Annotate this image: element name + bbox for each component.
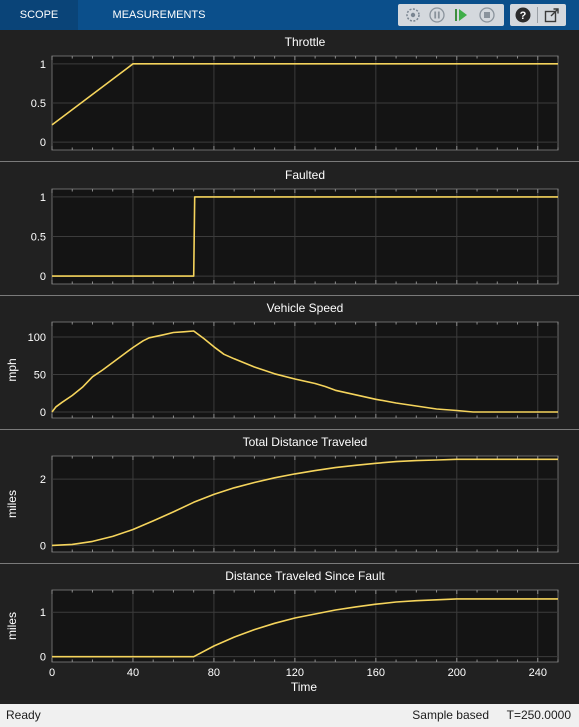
x-tick-label: 80 bbox=[208, 667, 220, 679]
x-tick-label: 240 bbox=[529, 667, 547, 679]
y-tick-label: 0.5 bbox=[31, 98, 46, 110]
plot-title: Distance Traveled Since Fault bbox=[225, 569, 385, 583]
help-controls: ? bbox=[510, 4, 566, 26]
y-axis-label: mph bbox=[5, 358, 19, 381]
scope-panel-1: 0 0.5 1 Faulted bbox=[0, 161, 579, 294]
scope-panel-3: 0 2 Total Distance Traveled miles bbox=[0, 429, 579, 562]
tab-measurements[interactable]: MEASUREMENTS bbox=[112, 9, 206, 21]
tab-scope[interactable]: SCOPE bbox=[0, 0, 78, 30]
y-axis-label: miles bbox=[5, 612, 19, 640]
scope-panel-0: 0 0.5 1 Throttle bbox=[0, 30, 579, 160]
plot-title: Vehicle Speed bbox=[267, 301, 344, 315]
status-ready: Ready bbox=[6, 708, 41, 722]
svg-text:?: ? bbox=[520, 10, 527, 22]
plot-title: Faulted bbox=[285, 168, 325, 182]
series-line bbox=[52, 598, 558, 658]
toolstrip: SCOPE MEASUREMENTS ? bbox=[0, 0, 579, 30]
y-axis-label: miles bbox=[5, 490, 19, 518]
y-tick-label: 100 bbox=[28, 332, 46, 344]
x-tick-label: 160 bbox=[367, 667, 385, 679]
x-axis-label: Time bbox=[291, 680, 318, 694]
y-tick-label: 1 bbox=[40, 607, 46, 619]
x-tick-label: 40 bbox=[127, 667, 139, 679]
series-line bbox=[51, 62, 558, 126]
y-tick-label: 0 bbox=[40, 652, 46, 664]
plot-title: Throttle bbox=[285, 35, 326, 49]
y-tick-label: 1 bbox=[40, 192, 46, 204]
y-tick-label: 0 bbox=[40, 271, 46, 283]
x-tick-label: 0 bbox=[49, 667, 55, 679]
step-forward-icon[interactable] bbox=[452, 6, 470, 24]
status-time: T=250.0000 bbox=[506, 708, 571, 722]
plot-area bbox=[51, 321, 559, 419]
scope-panel-2: 0 50 100 Vehicle Speed mph bbox=[0, 295, 579, 428]
y-tick-label: 0 bbox=[40, 407, 46, 419]
scope-area: 0 0.5 1 Throttle 0 0.5 1 Faulted 0 50 100 Vehicle S… bbox=[0, 30, 579, 704]
help-icon[interactable]: ? bbox=[514, 6, 532, 24]
y-tick-label: 1 bbox=[40, 59, 46, 71]
plot-title: Total Distance Traveled bbox=[243, 435, 368, 449]
plot-area bbox=[51, 455, 559, 553]
simulation-controls bbox=[398, 4, 504, 26]
x-tick-label: 120 bbox=[286, 667, 304, 679]
series-line bbox=[51, 458, 558, 547]
scope-panel-4: 0 1 Distance Traveled Since Fault miles 0 40 8… bbox=[0, 563, 579, 704]
x-tick-label: 200 bbox=[448, 667, 466, 679]
y-tick-label: 0 bbox=[40, 540, 46, 552]
y-tick-label: 0 bbox=[40, 137, 46, 149]
status-bar: Ready Sample based T=250.0000 bbox=[0, 704, 579, 727]
series-line bbox=[52, 196, 558, 277]
stop-icon[interactable] bbox=[478, 6, 496, 24]
series-line bbox=[51, 330, 558, 413]
undock-icon[interactable] bbox=[543, 6, 561, 24]
status-mode: Sample based bbox=[412, 708, 489, 722]
plot-area bbox=[51, 589, 559, 663]
y-tick-label: 50 bbox=[34, 370, 46, 382]
y-tick-label: 2 bbox=[40, 474, 46, 486]
y-tick-label: 0.5 bbox=[31, 232, 46, 244]
pause-icon[interactable] bbox=[428, 6, 446, 24]
highlight-icon[interactable] bbox=[404, 6, 422, 24]
